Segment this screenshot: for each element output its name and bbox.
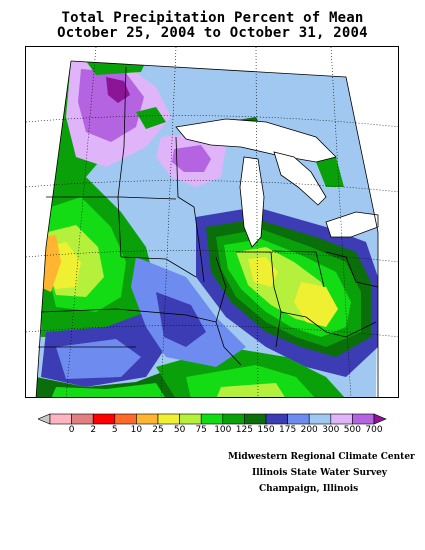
credit-line-3: Champaign, Illinois (259, 484, 359, 494)
legend-tick-label: 500 (343, 425, 361, 435)
legend-swatch (265, 413, 288, 425)
legend-tick-label: 175 (279, 425, 297, 435)
legend-swatch-above-max (373, 413, 387, 425)
legend-swatch (244, 413, 267, 425)
legend-swatch (92, 413, 116, 425)
legend-tick-label: 100 (214, 425, 232, 435)
legend-swatch (114, 413, 137, 425)
legend-tick-label: 50 (173, 425, 186, 435)
legend-swatch (287, 413, 310, 425)
great-lakes (175, 118, 379, 248)
map-date-range: October 25, 2004 to October 31, 2004 (57, 25, 368, 41)
legend-swatch (157, 413, 180, 425)
legend-tick-label: 700 (365, 425, 383, 435)
legend-swatch (49, 413, 72, 425)
legend-tick-label: 0 (68, 425, 75, 435)
map-title: Total Precipitation Percent of Mean (61, 10, 364, 26)
legend-swatch (136, 413, 159, 425)
credit-line-2: Illinois State Water Survey (252, 468, 388, 478)
credit-line-1: Midwestern Regional Climate Center (228, 452, 415, 462)
precipitation-map (25, 46, 399, 398)
legend-swatch (308, 413, 332, 425)
legend-tick-label: 2 (90, 425, 97, 435)
precipitation-field (26, 61, 378, 397)
legend-tick-label: 300 (322, 425, 340, 435)
legend-swatch (222, 413, 245, 425)
legend-swatch-below-min (38, 413, 51, 425)
legend-tick-label: 125 (235, 425, 253, 435)
legend-tick-label: 10 (130, 425, 143, 435)
legend-tick-label: 5 (111, 425, 118, 435)
legend-swatch (200, 413, 224, 425)
lat-lon-grid (26, 47, 398, 397)
legend-swatch (330, 413, 353, 425)
legend-tick-label: 25 (152, 425, 164, 435)
legend-tick-label: 150 (257, 425, 275, 435)
map-canvas (26, 47, 398, 397)
legend-tick-label: 75 (195, 425, 207, 435)
legend-swatch (71, 413, 94, 425)
color-legend-bar (38, 413, 387, 425)
legend-swatch (179, 413, 202, 425)
state-boundaries (35, 60, 379, 397)
legend-swatch (352, 413, 375, 425)
legend-tick-label: 200 (300, 425, 318, 435)
